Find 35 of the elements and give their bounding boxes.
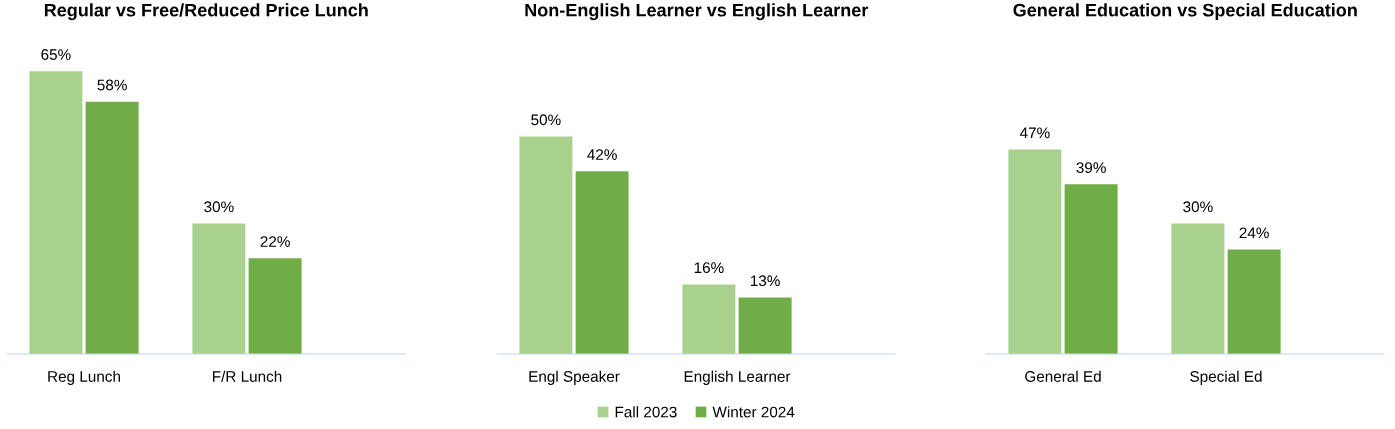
- bar: [29, 71, 83, 354]
- bar: [575, 171, 629, 354]
- bar: [1171, 223, 1225, 354]
- data-label: 42%: [587, 149, 617, 160]
- data-label: 24%: [1239, 227, 1269, 239]
- x-tick-label: Engl Speaker: [529, 370, 620, 385]
- data-label: 22%: [260, 236, 290, 247]
- data-label: 16%: [694, 262, 724, 274]
- bar: [1008, 149, 1062, 354]
- data-label: 13%: [750, 275, 780, 287]
- bar: [248, 258, 302, 354]
- x-tick-label: General Ed: [1025, 370, 1101, 382]
- data-label: 58%: [97, 79, 127, 91]
- data-label: 30%: [204, 201, 234, 213]
- legend-label: Winter 2024: [712, 406, 795, 418]
- x-tick-label: Reg Lunch: [48, 370, 120, 385]
- chart-title: Non-English Learner vs English Learner: [525, 3, 869, 21]
- bar: [738, 297, 792, 354]
- legend-label: Fall 2023: [615, 406, 677, 418]
- bar: [682, 284, 736, 354]
- data-label: 47%: [1019, 127, 1050, 139]
- bar: [1064, 184, 1118, 354]
- data-label: 30%: [1183, 201, 1213, 213]
- x-tick-label: Special Ed: [1190, 370, 1262, 385]
- data-label: 39%: [1076, 162, 1106, 174]
- data-label: 50%: [531, 114, 561, 126]
- bar: [85, 101, 139, 354]
- x-tick-label: F/R Lunch: [213, 370, 282, 382]
- chart-title: Regular vs Free/Reduced Price Lunch: [44, 3, 368, 21]
- bar: [192, 223, 246, 354]
- chart-title: General Education vs Special Education: [1013, 3, 1357, 21]
- data-label: 65%: [41, 49, 71, 60]
- x-tick-label: English Learner: [684, 370, 791, 385]
- bar: [519, 136, 573, 354]
- bar: [1227, 249, 1281, 354]
